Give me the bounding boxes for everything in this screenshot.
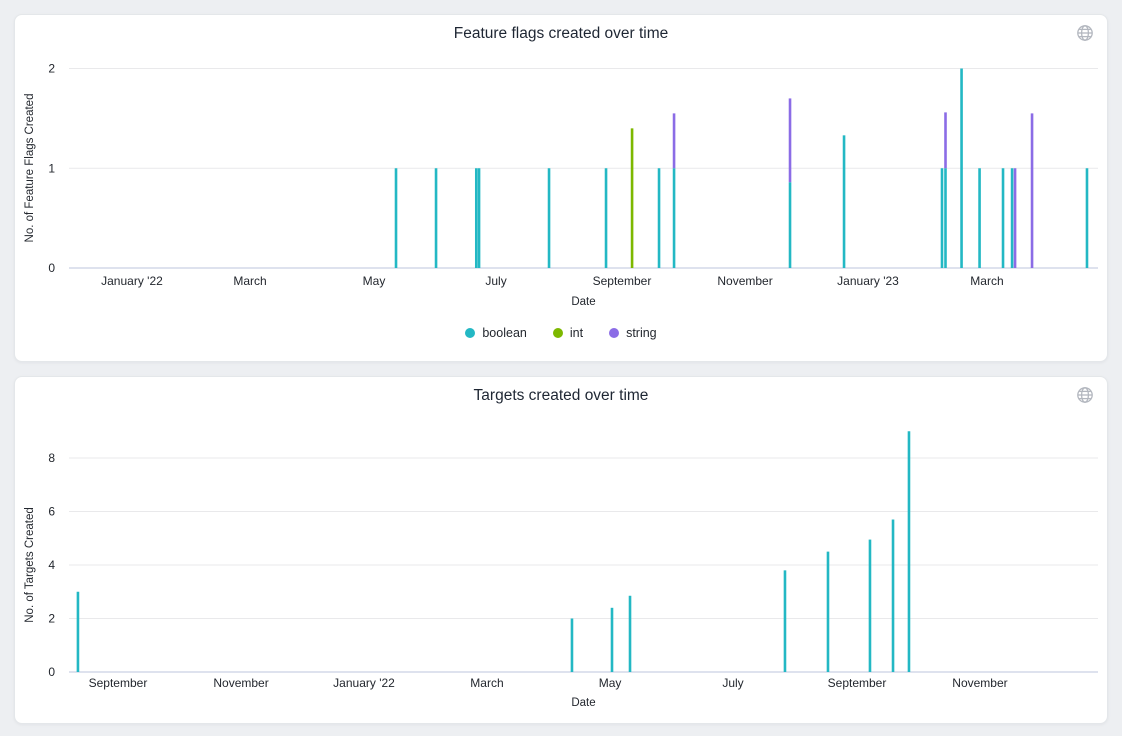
bar-string[interactable] [788,98,792,183]
legend-item-boolean[interactable]: boolean [465,326,527,340]
legend-swatch [609,328,620,338]
legend-item-int[interactable]: int [552,326,584,340]
x-axis-title: Date [571,296,595,308]
bar-string[interactable] [1013,168,1017,268]
bar-boolean[interactable] [672,168,676,268]
bar-boolean[interactable] [842,135,846,268]
x-tick-label: March [970,274,1003,288]
bar-boolean[interactable] [1085,168,1089,268]
legend-label: boolean [482,326,527,340]
bar-boolean[interactable] [1010,168,1014,268]
bar-int[interactable] [630,128,634,268]
chart-title: Feature flags created over time [453,25,669,42]
bar-targets[interactable] [570,618,574,673]
legend-label: string [626,326,657,340]
y-axis-title: No. of Feature Flags Created [24,94,36,243]
x-tick-label: January '22 [333,676,395,690]
y-tick-label: 0 [48,261,55,275]
y-tick-label: 8 [48,451,55,465]
y-tick-label: 0 [48,665,55,679]
chart-title: Targets created over time [473,387,649,404]
bar-boolean[interactable] [940,168,944,268]
bar-boolean[interactable] [1001,168,1005,268]
x-tick-label: September [828,676,887,690]
bar-string[interactable] [1030,113,1034,268]
bar-boolean[interactable] [604,168,608,268]
legend-label: int [569,326,584,340]
x-tick-label: May [363,274,386,288]
targets-plot: 0 2 4 6 8 September November January '22 March Ma… [24,431,1098,709]
bar-boolean[interactable] [788,182,792,268]
targets-chart-card: Targets created over time 0 2 4 6 8 September… [14,376,1108,724]
bar-boolean[interactable] [434,168,438,268]
x-tick-label: March [233,274,266,288]
bar-targets[interactable] [891,519,895,672]
bar-boolean[interactable] [944,168,947,268]
bar-boolean[interactable] [657,168,661,268]
feature-flags-plot: 0 1 2 January '22 March May July September Novem… [24,62,1098,308]
y-tick-label: 1 [48,161,55,175]
bar-boolean[interactable] [978,168,981,268]
globe-icon[interactable] [1076,24,1094,42]
bar-targets[interactable] [76,591,80,672]
y-tick-label: 4 [48,558,55,572]
x-tick-label: September [593,274,652,288]
y-tick-label: 2 [48,612,55,626]
x-tick-label: November [213,676,268,690]
bar-boolean[interactable] [547,168,551,268]
bar-boolean[interactable] [474,168,478,268]
x-tick-label: September [89,676,148,690]
legend: boolean int string [15,326,1107,340]
legend-item-string[interactable]: string [609,326,657,340]
bar-string[interactable] [944,112,947,169]
x-tick-label: November [717,274,772,288]
y-tick-label: 2 [48,62,55,76]
bar-boolean[interactable] [960,68,963,269]
bar-string[interactable] [672,113,676,169]
x-tick-label: July [722,676,743,690]
y-axis-title: No. of Targets Created [24,507,36,623]
legend-swatch [465,328,476,338]
x-axis-title: Date [571,697,595,709]
globe-icon[interactable] [1076,386,1094,404]
x-tick-label: November [952,676,1007,690]
x-tick-label: March [470,676,503,690]
x-tick-label: January '22 [101,274,163,288]
x-tick-label: January '23 [837,274,899,288]
legend-swatch [552,328,563,338]
bar-targets[interactable] [826,551,830,672]
bar-targets[interactable] [907,431,911,672]
x-tick-label: July [485,274,506,288]
bar-targets[interactable] [610,607,614,672]
y-tick-label: 6 [48,505,55,519]
x-tick-label: May [599,676,622,690]
bar-targets[interactable] [783,570,787,672]
bar-targets[interactable] [868,539,872,672]
bar-boolean[interactable] [394,168,398,268]
feature-flags-chart-card: Feature flags created over time 0 1 2 Janua… [14,14,1108,362]
bar-targets[interactable] [628,595,632,672]
bar-boolean[interactable] [477,168,481,268]
